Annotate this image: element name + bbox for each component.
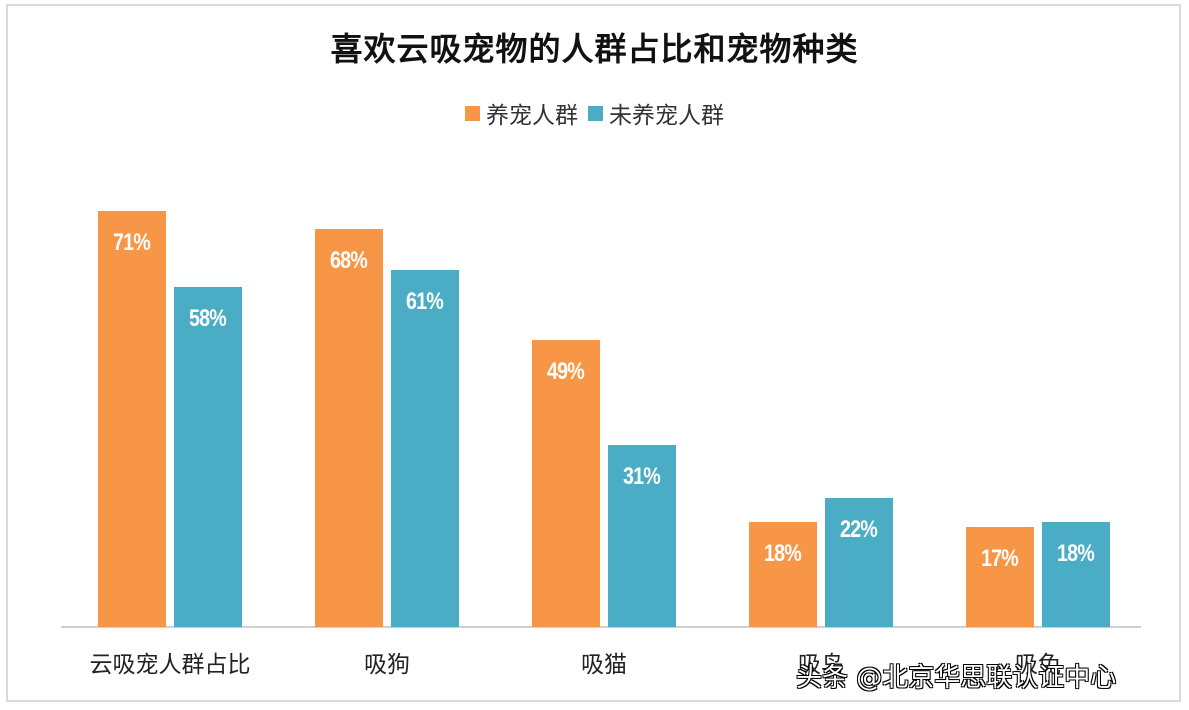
bar: 18% — [1042, 521, 1110, 627]
legend-item-pet-owners: 养宠人群 — [465, 96, 578, 130]
bar-value-label: 18% — [1057, 539, 1096, 567]
chart-title: 喜欢云吸宠物的人群占比和宠物种类 — [330, 30, 859, 68]
legend-item-non-owners: 未养宠人群 — [588, 96, 724, 130]
legend-label: 养宠人群 — [486, 103, 578, 129]
bar-value-label: 22% — [840, 516, 879, 544]
bar-value-label: 49% — [547, 357, 586, 385]
x-axis-category-label: 云吸宠人群占比 — [89, 652, 251, 678]
chart-legend: 养宠人群 未养宠人群 — [0, 96, 1189, 130]
x-axis-category-label: 吸猫 — [581, 652, 627, 678]
legend-swatch-teal — [588, 105, 603, 121]
legend-label: 未养宠人群 — [609, 103, 724, 129]
x-axis-category-label: 吸兔 — [1015, 652, 1061, 678]
bar-value-label: 61% — [406, 287, 445, 315]
bar: 68% — [315, 228, 383, 627]
bar-value-label: 17% — [981, 545, 1020, 573]
bar-value-label: 18% — [764, 539, 803, 567]
bar: 31% — [608, 445, 676, 627]
bar-value-label: 58% — [189, 305, 228, 333]
bar: 58% — [174, 287, 242, 627]
bar: 49% — [532, 339, 600, 627]
x-axis-category-label: 吸鸟 — [798, 652, 844, 678]
bar: 18% — [749, 521, 817, 627]
watermark: 头条 @北京华思联认证中心 — [796, 663, 1117, 693]
legend-swatch-orange — [465, 105, 480, 121]
bar: 71% — [98, 210, 166, 627]
bar: 61% — [391, 269, 459, 627]
x-axis-line — [61, 626, 1141, 628]
bar-value-label: 71% — [113, 228, 152, 256]
bar-value-label: 31% — [623, 463, 662, 491]
bar-value-label: 68% — [330, 246, 369, 274]
bar: 17% — [966, 527, 1034, 627]
bar: 22% — [825, 498, 893, 627]
x-axis-category-label: 吸狗 — [364, 652, 410, 678]
